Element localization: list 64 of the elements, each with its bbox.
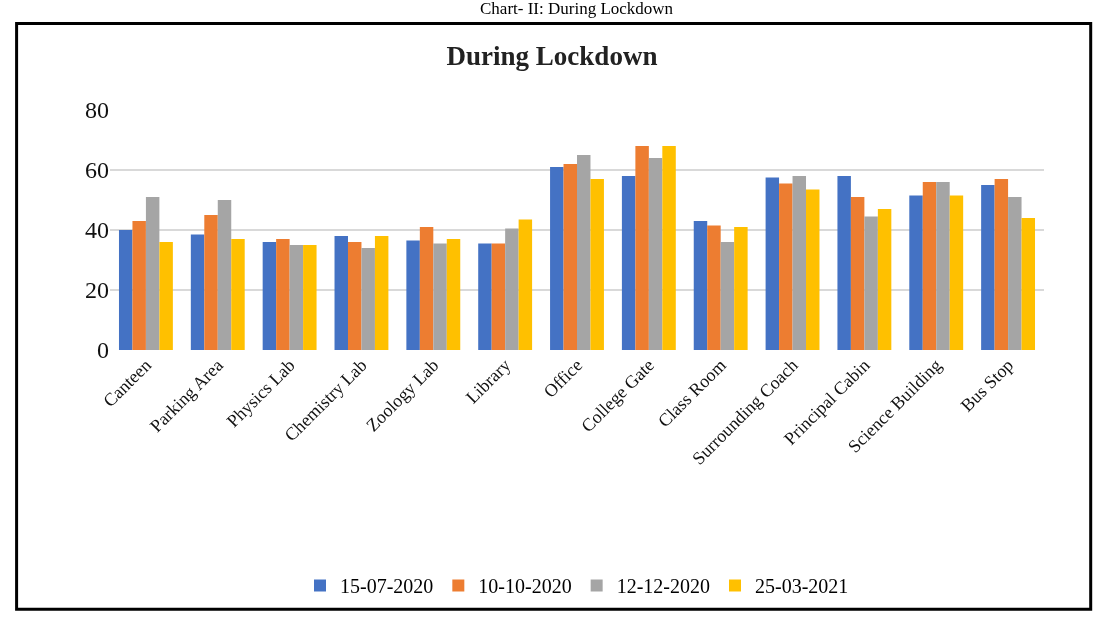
bar (779, 183, 793, 350)
bar (347, 242, 362, 350)
bar (864, 216, 878, 350)
bar (707, 225, 721, 350)
bar (837, 176, 851, 350)
bar (590, 179, 604, 350)
text: Chart- II: During Lockdown (480, 0, 674, 18)
y-tick-label: 80 (85, 97, 109, 124)
bar (132, 221, 146, 350)
bar (446, 239, 461, 350)
bar (792, 176, 807, 350)
bar (518, 219, 533, 350)
bar (720, 242, 735, 350)
bar (159, 242, 173, 350)
bar (949, 195, 964, 350)
y-tick-label: 60 (85, 157, 109, 184)
bar (217, 200, 232, 350)
bar (994, 179, 1009, 350)
bar (374, 236, 389, 350)
bar (1008, 197, 1022, 350)
bar (806, 189, 820, 350)
bar (1021, 218, 1036, 350)
bar (936, 182, 950, 350)
bar (303, 245, 317, 350)
x-tick-label: Bus Stop (956, 355, 1018, 416)
bar (478, 243, 492, 350)
bar (877, 209, 892, 350)
bar (118, 230, 133, 350)
bar (190, 234, 205, 350)
bar (635, 146, 649, 350)
bar (276, 239, 290, 350)
legend-label: 25-03-2021 (754, 575, 849, 598)
y-tick-label: 40 (85, 217, 109, 244)
bar (361, 248, 375, 350)
bar (204, 215, 218, 350)
bar (433, 243, 447, 350)
bar (850, 197, 865, 350)
bar (909, 195, 923, 350)
bar (765, 177, 780, 350)
bar (289, 245, 304, 350)
bar (648, 158, 663, 350)
bar (406, 240, 420, 350)
legend-label: 10-10-2020 (478, 575, 572, 598)
bar (563, 164, 577, 350)
bar (693, 221, 708, 350)
legend-label: 12-12-2020 (616, 575, 710, 598)
bar (334, 236, 348, 350)
bar (662, 146, 676, 350)
bar (621, 176, 636, 350)
bar (145, 197, 160, 350)
bar (577, 155, 591, 350)
bar (262, 242, 277, 350)
legend-label: 15-07-2020 (340, 575, 434, 598)
bar (734, 227, 748, 350)
bar (922, 182, 937, 350)
bar (419, 227, 434, 350)
y-tick-label: 0 (97, 337, 109, 364)
y-tick-label: 20 (85, 277, 109, 304)
bar (505, 228, 519, 350)
bar (981, 185, 995, 350)
bar (550, 167, 564, 350)
bar (231, 239, 245, 350)
bar (491, 243, 506, 350)
chart-title: During Lockdown (446, 40, 658, 71)
